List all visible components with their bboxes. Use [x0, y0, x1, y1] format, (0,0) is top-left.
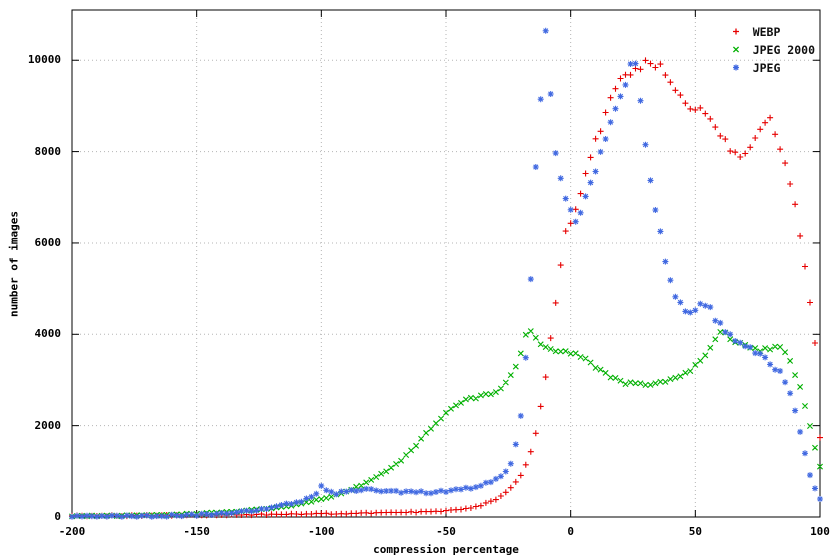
x-tick-label: -100	[308, 525, 335, 538]
x-tick-label: 100	[810, 525, 830, 538]
x-tick-label: -150	[183, 525, 210, 538]
plot-border	[71, 9, 821, 518]
x-tick-label: 50	[688, 525, 702, 538]
cross-marker-icon	[732, 46, 739, 53]
legend: WEBP JPEG 2000 JPEG	[726, 24, 815, 75]
legend-item-webp: WEBP	[726, 24, 815, 39]
legend-label: WEBP	[752, 24, 781, 39]
x-axis-label: compression percentage	[373, 543, 519, 556]
legend-item-jpeg: JPEG	[726, 60, 815, 75]
y-tick-label: 10000	[27, 53, 61, 67]
y-tick-label: 6000	[34, 235, 62, 249]
legend-item-jpeg-2000: JPEG 2000	[726, 42, 815, 57]
y-tick-label: 4000	[34, 327, 62, 341]
legend-label: JPEG 2000	[752, 42, 815, 57]
y-tick-label: 2000	[34, 418, 62, 432]
y-axis-label: number of images	[7, 210, 21, 317]
x-tick-label: -200	[58, 525, 86, 538]
x-tick-label: -50	[436, 525, 456, 538]
x-tick-label: 0	[567, 525, 574, 538]
y-tick-label: 8000	[34, 144, 62, 158]
asterisk-marker-icon	[732, 64, 739, 71]
plus-marker-icon	[732, 28, 739, 35]
series-jpeg	[69, 27, 823, 520]
legend-label: JPEG	[752, 60, 781, 75]
y-tick-label: 0	[54, 510, 61, 523]
